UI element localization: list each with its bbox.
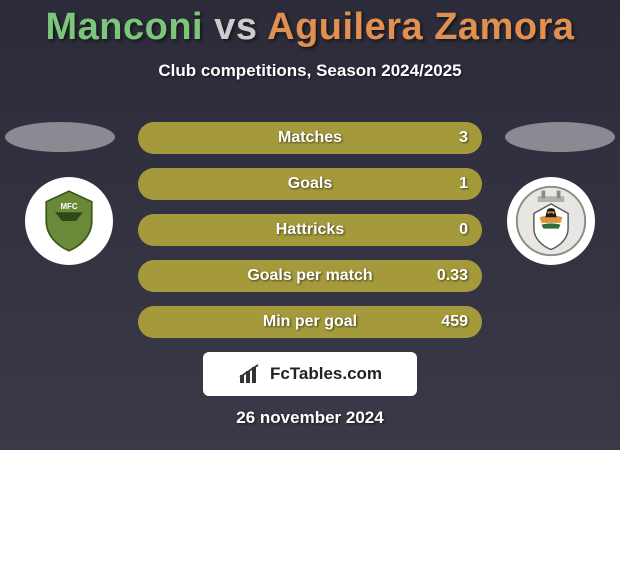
player2-name: Aguilera Zamora <box>267 6 574 48</box>
shield-icon <box>513 183 589 259</box>
vs-text: vs <box>214 6 257 48</box>
player2-oval <box>505 122 615 152</box>
stat-label: Goals per match <box>138 267 482 285</box>
stat-label: Goals <box>138 175 482 193</box>
stat-value: 0.33 <box>437 267 468 285</box>
stat-value: 459 <box>441 313 468 331</box>
stat-bar: Min per goal 459 <box>138 306 482 338</box>
player1-oval <box>5 122 115 152</box>
brand-box: FcTables.com <box>203 352 417 396</box>
subtitle: Club competitions, Season 2024/2025 <box>0 61 620 81</box>
stat-label: Hattricks <box>138 221 482 239</box>
stat-label: Min per goal <box>138 313 482 331</box>
club-badge-right <box>507 177 595 265</box>
stat-label: Matches <box>138 129 482 147</box>
stats-bars: Matches 3 Goals 1 Hattricks 0 Goals per … <box>138 122 482 352</box>
stat-value: 3 <box>459 129 468 147</box>
shield-icon: MFC <box>34 186 104 256</box>
stat-value: 0 <box>459 221 468 239</box>
svg-text:MFC: MFC <box>60 202 77 211</box>
date-text: 26 november 2024 <box>0 408 620 428</box>
player1-name: Manconi <box>46 6 204 48</box>
hero-panel: Manconi vs Aguilera Zamora Club competit… <box>0 0 620 450</box>
brand-text: FcTables.com <box>270 364 382 384</box>
stat-value: 1 <box>459 175 468 193</box>
bar-chart-icon <box>238 363 264 385</box>
club-badge-left: MFC <box>25 177 113 265</box>
stat-bar: Goals 1 <box>138 168 482 200</box>
stat-bar: Matches 3 <box>138 122 482 154</box>
stat-bar: Hattricks 0 <box>138 214 482 246</box>
stat-bar: Goals per match 0.33 <box>138 260 482 292</box>
page-title: Manconi vs Aguilera Zamora <box>0 0 620 49</box>
